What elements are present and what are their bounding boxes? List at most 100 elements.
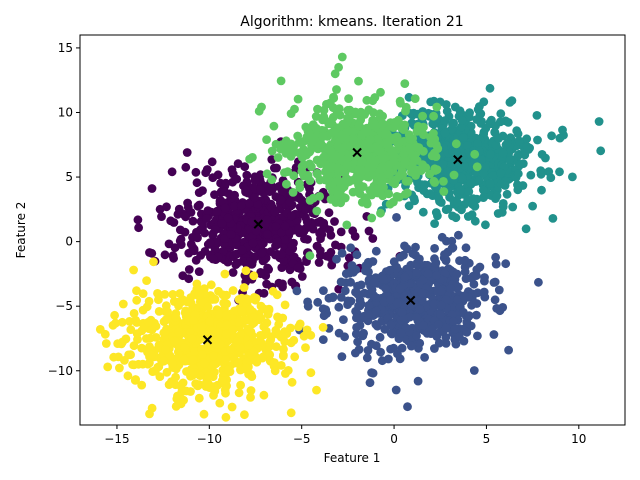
scatter-point (271, 250, 280, 260)
scatter-point (479, 97, 489, 107)
scatter-point (244, 295, 254, 304)
scatter-point (546, 173, 556, 183)
scatter-point (367, 213, 377, 223)
scatter-point (430, 244, 439, 253)
scatter-point (477, 155, 486, 164)
scatter-point (212, 207, 222, 216)
scatter-point (176, 381, 186, 391)
scatter-point (472, 162, 482, 172)
scatter-point (129, 265, 139, 275)
scatter-point (450, 324, 460, 334)
scatter-point (263, 230, 272, 239)
scatter-point (371, 246, 381, 256)
scatter-point (161, 345, 171, 354)
scatter-point (312, 385, 321, 395)
scatter-point (362, 353, 372, 363)
scatter-point (200, 329, 210, 339)
scatter-point (327, 260, 337, 270)
scatter-point (521, 224, 531, 234)
scatter-point (308, 137, 318, 147)
scatter-point (256, 185, 265, 194)
scatter-point (340, 286, 350, 296)
scatter-point (184, 274, 194, 284)
scatter-point (270, 207, 280, 217)
scatter-point (297, 138, 307, 148)
scatter-point (236, 380, 246, 390)
scatter-point (303, 235, 312, 244)
scatter-point (346, 277, 355, 287)
scatter-point (343, 106, 353, 116)
scatter-point (117, 317, 127, 327)
scatter-point (220, 234, 230, 244)
scatter-point (240, 410, 249, 420)
scatter-point (318, 219, 328, 229)
scatter-point (189, 246, 199, 256)
scatter-point (427, 151, 437, 161)
scatter-point (353, 337, 362, 347)
scatter-point (287, 377, 297, 387)
scatter-point (194, 393, 204, 403)
scatter-point (500, 181, 510, 190)
scatter-point (209, 391, 218, 400)
scatter-point (262, 169, 272, 179)
scatter-point (368, 368, 378, 378)
scatter-point (223, 213, 233, 223)
scatter-point (145, 358, 154, 368)
scatter-point (373, 134, 383, 144)
scatter-point (412, 267, 421, 277)
scatter-point (314, 258, 324, 267)
scatter-point (142, 276, 152, 285)
scatter-point (227, 165, 237, 175)
scatter-point (491, 259, 501, 269)
scatter-point (429, 299, 439, 309)
scatter-point (221, 329, 231, 339)
scatter-point (431, 140, 441, 150)
x-ticks: −15 −10 −5 0 5 10 (104, 425, 586, 446)
scatter-point (222, 299, 232, 309)
scatter-point (206, 280, 216, 290)
scatter-point (137, 343, 147, 353)
scatter-point (293, 131, 303, 141)
scatter-point (273, 237, 282, 247)
scatter-point (489, 278, 499, 287)
scatter-point (220, 203, 230, 213)
scatter-point (370, 93, 380, 102)
scatter-point (316, 234, 325, 244)
scatter-point (268, 286, 278, 296)
scatter-point (385, 199, 395, 209)
scatter-point (469, 366, 479, 375)
scatter-point (426, 97, 436, 107)
scatter-point (218, 246, 228, 256)
scatter-point (391, 175, 401, 185)
scatter-point (396, 328, 406, 338)
scatter-point (181, 386, 191, 396)
scatter-point (269, 121, 279, 131)
scatter-point (169, 336, 179, 346)
scatter-point (436, 300, 446, 310)
scatter-point (246, 386, 256, 395)
scatter-point (354, 76, 363, 86)
scatter-point (217, 219, 227, 228)
scatter-point (437, 232, 447, 242)
scatter-point (147, 403, 157, 413)
scatter-point (171, 402, 181, 411)
scatter-point (205, 238, 215, 248)
scatter-point (347, 261, 357, 270)
scatter-point (342, 160, 352, 170)
scatter-point (534, 277, 543, 287)
scatter-point (472, 115, 482, 124)
scatter-point (160, 250, 170, 260)
scatter-point (294, 224, 304, 234)
scatter-point (144, 296, 154, 306)
scatter-point (245, 327, 255, 337)
scatter-point (294, 148, 304, 158)
scatter-point (181, 212, 191, 222)
scatter-point (368, 234, 378, 243)
centroid-layer (202, 147, 463, 345)
scatter-point (198, 186, 207, 196)
scatter-point (452, 269, 462, 279)
scatter-point (276, 361, 286, 370)
scatter-point (256, 268, 265, 277)
scatter-point (336, 144, 346, 153)
scatter-point (233, 358, 243, 368)
